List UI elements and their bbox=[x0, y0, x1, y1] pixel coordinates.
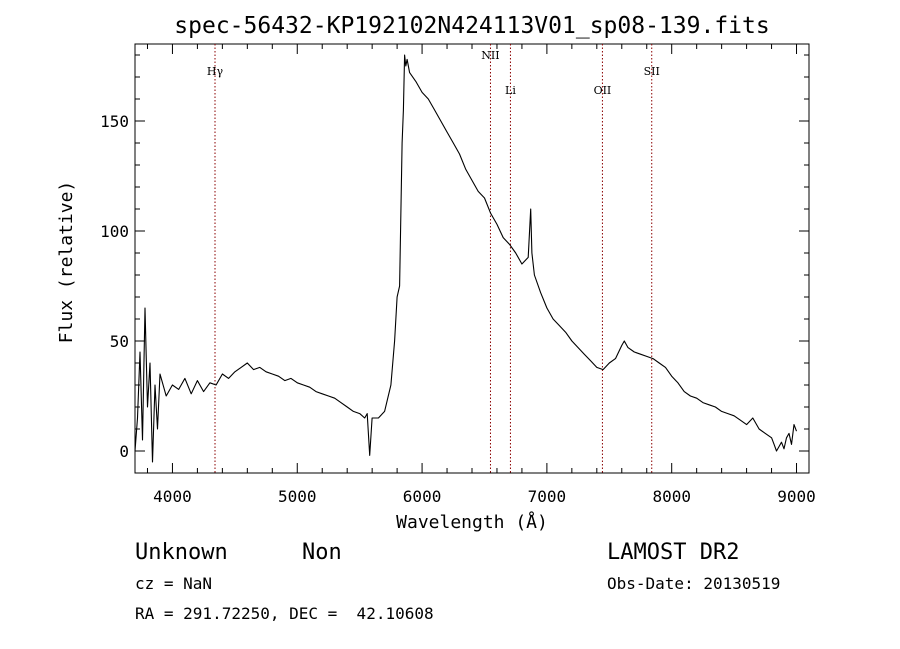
obs-date: Obs-Date: 20130519 bbox=[607, 574, 780, 593]
x-axis: 4000 5000 6000 7000 8000 9000 bbox=[146, 44, 816, 506]
chart-title: spec-56432-KP192102N424113V01_sp08-139.f… bbox=[174, 13, 769, 39]
series-line-0 bbox=[134, 54, 798, 463]
series-layer bbox=[134, 54, 798, 463]
survey-label: LAMOST DR2 bbox=[607, 540, 739, 565]
y-tick-label-1: 50 bbox=[110, 332, 129, 351]
x-tick-label-3: 7000 bbox=[528, 487, 567, 506]
marker-label-3: OII bbox=[594, 84, 612, 97]
object-class: Unknown bbox=[135, 540, 228, 565]
marker-label-0: Hγ bbox=[207, 65, 224, 78]
plot-frame bbox=[134, 43, 810, 474]
y-tick-label-0: 0 bbox=[119, 442, 129, 461]
x-tick-label-2: 6000 bbox=[403, 487, 442, 506]
x-tick-label-4: 8000 bbox=[652, 487, 691, 506]
y-axis: 0 50 100 150 bbox=[100, 54, 809, 474]
x-tick-label-0: 4000 bbox=[153, 487, 192, 506]
coordinates: RA = 291.72250, DEC = 42.10608 bbox=[135, 604, 434, 623]
object-subclass: Non bbox=[302, 540, 342, 565]
x-tick-label-1: 5000 bbox=[278, 487, 317, 506]
redshift-cz: cz = NaN bbox=[135, 574, 212, 593]
marker-label-1: NII bbox=[481, 49, 499, 62]
x-tick-label-5: 9000 bbox=[777, 487, 816, 506]
marker-label-4: SII bbox=[644, 65, 660, 78]
x-axis-label: Wavelength (Å) bbox=[396, 511, 548, 533]
marker-label-2: Li bbox=[505, 84, 516, 97]
line-markers: Hγ NII Li OII SII bbox=[207, 44, 660, 473]
y-tick-label-3: 150 bbox=[100, 112, 129, 131]
y-axis-label: Flux (relative) bbox=[56, 181, 77, 344]
y-tick-label-2: 100 bbox=[100, 222, 129, 241]
